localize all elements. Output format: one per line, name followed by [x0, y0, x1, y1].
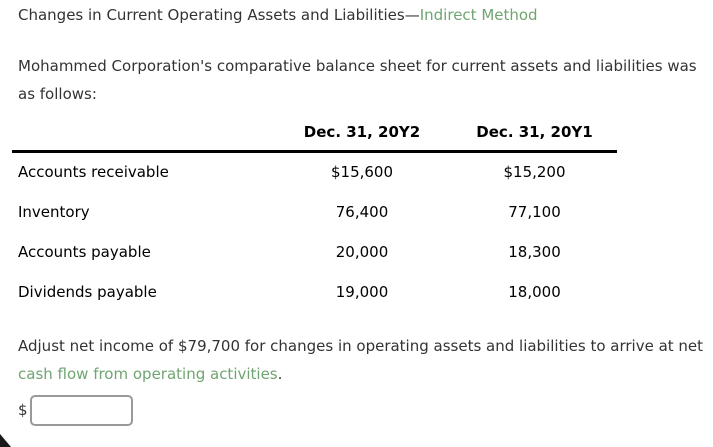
page-title-main: Changes in Current Operating Assets and … [18, 6, 420, 24]
row-label: Dividends payable [18, 282, 157, 301]
row-value-20y1: 77,100 [508, 202, 561, 221]
row-value-20y2: 20,000 [335, 242, 389, 261]
table-row: Inventory 76,400 77,100 [12, 192, 617, 232]
answer-input[interactable] [29, 394, 133, 426]
answer-row: $ [18, 394, 713, 426]
glossary-link-cash-flow[interactable]: cash flow from operating activities [18, 364, 278, 383]
row-value-20y1: $15,200 [503, 163, 566, 182]
header-20y1: Dec. 31, 20Y1 [452, 123, 617, 153]
page-title-accent-link[interactable]: Indirect Method [419, 6, 538, 24]
page-title: Changes in Current Operating Assets and … [18, 5, 713, 25]
table-row: Dividends payable 19,000 18,000 [12, 272, 617, 312]
row-label: Inventory [18, 202, 90, 221]
balance-sheet-table: Dec. 31, 20Y2 Dec. 31, 20Y1 Accounts rec… [12, 123, 617, 312]
instruction-paragraph: Adjust net income of $79,700 for changes… [18, 332, 713, 388]
row-value-20y2: 19,000 [335, 282, 389, 301]
currency-symbol: $ [18, 401, 28, 419]
table-row: Accounts payable 20,000 18,300 [12, 232, 617, 272]
header-20y2: Dec. 31, 20Y2 [272, 123, 452, 153]
row-value-20y2: 76,400 [335, 202, 389, 221]
row-value-20y1: 18,300 [508, 242, 561, 261]
instruction-text-before: Adjust net income of $79,700 for changes… [18, 336, 704, 355]
intro-paragraph: Mohammed Corporation's comparative balan… [18, 57, 697, 103]
row-label: Accounts receivable [18, 163, 169, 182]
table-row: Accounts receivable $15,600 $15,200 [12, 152, 617, 192]
header-blank [12, 123, 272, 153]
row-value-20y2: $15,600 [330, 163, 394, 182]
cursor-artifact [0, 434, 11, 447]
row-label: Accounts payable [18, 242, 151, 261]
row-value-20y1: 18,000 [508, 282, 561, 301]
instruction-text-after: . [277, 364, 283, 383]
table-header-row: Dec. 31, 20Y2 Dec. 31, 20Y1 [12, 123, 617, 153]
